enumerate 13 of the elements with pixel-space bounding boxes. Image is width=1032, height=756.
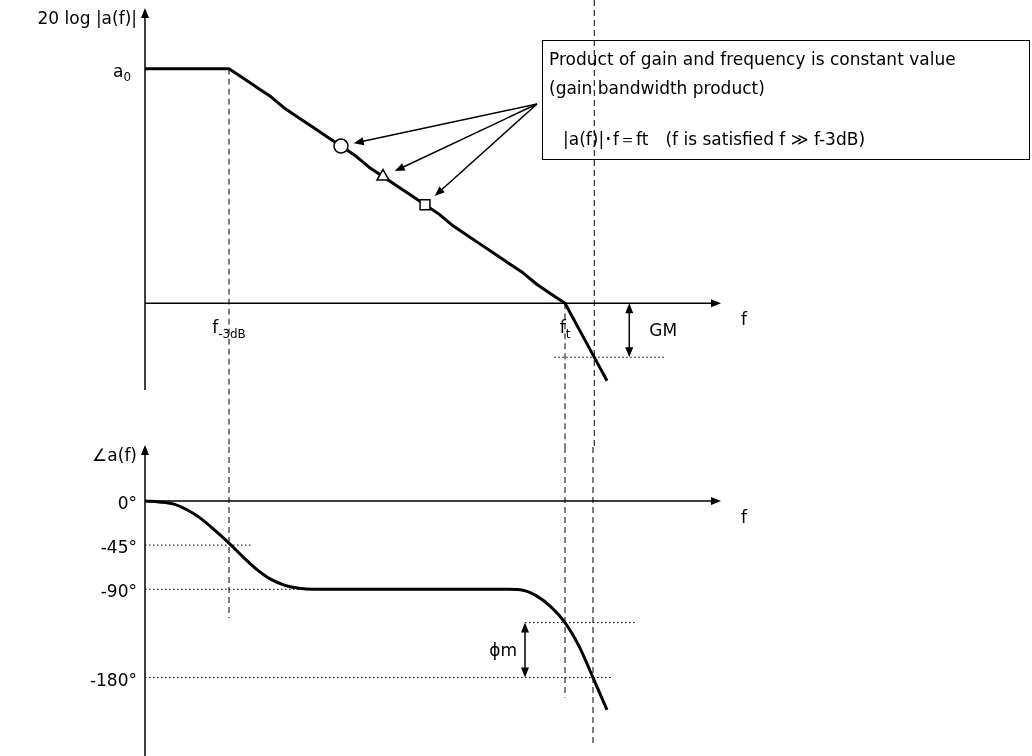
annotation: ϕm xyxy=(489,639,517,662)
annotation: Product of gain and frequency is constant value xyxy=(549,48,957,71)
y-axis-title: ∠a(f) xyxy=(92,445,138,465)
y-tick-label: 0° xyxy=(117,492,138,513)
y-axis-title: 20 log |a(f)| xyxy=(37,8,138,28)
x-axis-title: f xyxy=(741,506,748,527)
y-tick-label: -180° xyxy=(89,669,138,690)
y-tick-label: -90° xyxy=(100,581,138,602)
annotation: (gain bandwidth product) xyxy=(549,77,766,100)
y-tick-label: -45° xyxy=(100,537,138,558)
annotation: |a(f)|･f＝ft (f is satisfied f ≫ f-3dB) xyxy=(562,128,867,151)
annotation: GM xyxy=(649,319,678,342)
x-axis-title: f xyxy=(741,309,748,330)
